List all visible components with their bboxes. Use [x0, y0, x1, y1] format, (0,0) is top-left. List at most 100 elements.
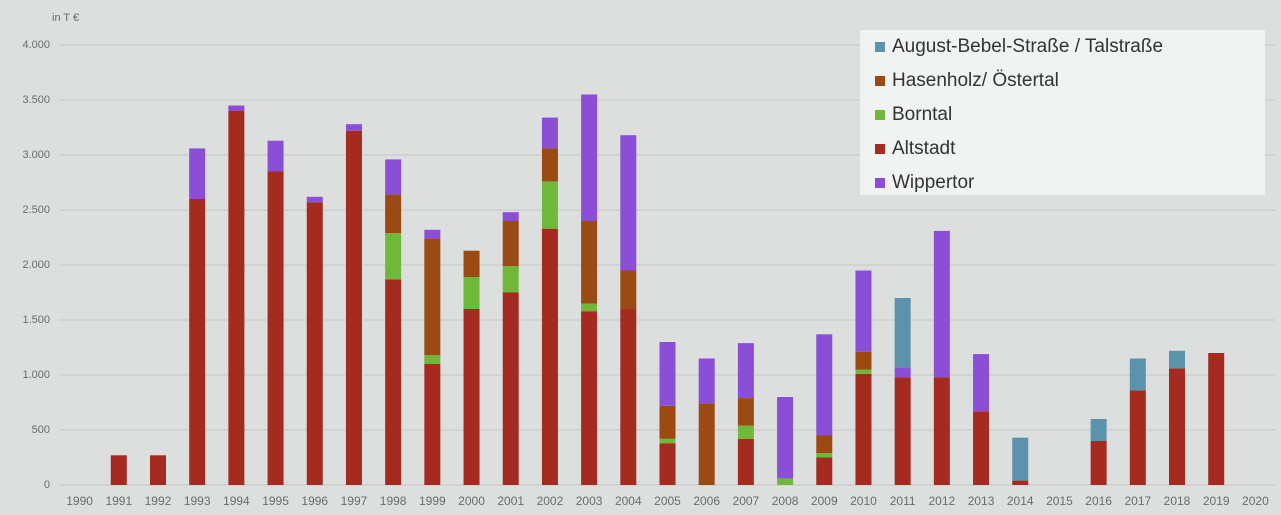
bar-segment — [502, 292, 519, 485]
x-tick-label: 2018 — [1164, 494, 1191, 508]
legend-box — [860, 30, 1265, 195]
legend-swatch — [875, 76, 885, 86]
bar-segment — [189, 148, 206, 199]
legend-label: Altstadt — [892, 138, 956, 159]
x-tick-label: 2001 — [497, 494, 524, 508]
x-tick-label: 1996 — [301, 494, 328, 508]
bar-segment — [424, 355, 441, 364]
x-tick-label: 2007 — [733, 494, 760, 508]
bar-segment — [463, 309, 480, 485]
legend-swatch — [875, 178, 885, 188]
bar-segment — [228, 105, 245, 111]
bar-segment — [541, 117, 558, 149]
bar-segment — [973, 354, 990, 412]
bar-segment — [149, 455, 166, 485]
x-tick-label: 2002 — [537, 494, 564, 508]
x-tick-label: 1997 — [341, 494, 368, 508]
bar-segment — [541, 148, 558, 182]
legend-label: Hasenholz/ Östertal — [892, 70, 1059, 91]
legend-swatch — [875, 144, 885, 154]
bar-segment — [385, 279, 402, 485]
legend-label: Wippertor — [892, 172, 975, 193]
legend-label: Borntal — [892, 104, 952, 125]
y-tick-label: 500 — [32, 424, 50, 436]
bar-segment — [777, 397, 794, 479]
y-axis-label: in T € — [52, 12, 79, 24]
bar-segment — [698, 358, 715, 404]
x-tick-label: 2000 — [458, 494, 485, 508]
bar-segment — [424, 364, 441, 485]
x-tick-label: 2010 — [850, 494, 877, 508]
bar-segment — [855, 270, 872, 352]
bar-segment — [502, 266, 519, 293]
bar-segment — [463, 250, 480, 278]
bar-segment — [581, 94, 598, 221]
bar-segment — [816, 435, 833, 454]
bar-segment — [659, 405, 676, 439]
bar-segment — [189, 199, 206, 485]
bar-segment — [345, 124, 362, 131]
x-tick-label: 2004 — [615, 494, 642, 508]
x-tick-label: 2006 — [693, 494, 720, 508]
bar-segment — [1090, 441, 1107, 485]
bar-segment — [816, 453, 833, 458]
y-tick-label: 1.000 — [22, 369, 50, 381]
bar-segment — [816, 334, 833, 436]
bar-segment — [620, 270, 637, 309]
legend-label: August-Bebel-Straße / Talstraße — [892, 36, 1163, 57]
x-tick-label: 1994 — [223, 494, 250, 508]
bar-segment — [933, 377, 950, 485]
y-tick-label: 0 — [44, 479, 50, 491]
bar-segment — [855, 373, 872, 485]
bar-segment — [581, 221, 598, 304]
legend-swatch — [875, 42, 885, 52]
bar-segment — [306, 196, 323, 203]
y-tick-label: 2.000 — [22, 259, 50, 271]
x-tick-label: 2009 — [811, 494, 838, 508]
bar-segment — [659, 443, 676, 485]
bar-segment — [894, 377, 911, 485]
bar-segment — [1090, 419, 1107, 441]
bar-segment — [228, 111, 245, 485]
x-tick-label: 2020 — [1242, 494, 1269, 508]
bar-segment — [737, 343, 754, 399]
bar-segment — [1169, 350, 1186, 369]
bar-segment — [659, 342, 676, 406]
bar-segment — [502, 212, 519, 221]
x-tick-label: 1993 — [184, 494, 211, 508]
bar-segment — [463, 277, 480, 309]
bar-segment — [1012, 480, 1029, 485]
x-tick-label: 1995 — [262, 494, 289, 508]
bar-segment — [1129, 390, 1146, 485]
bar-segment — [385, 233, 402, 280]
bar-segment — [659, 438, 676, 444]
bar-segment — [385, 159, 402, 195]
bar-segment — [933, 230, 950, 378]
bar-segment — [698, 403, 715, 485]
y-tick-label: 4.000 — [22, 39, 50, 51]
bar-segment — [737, 398, 754, 426]
x-tick-label: 2017 — [1124, 494, 1151, 508]
bar-segment — [737, 425, 754, 439]
x-tick-label: 2012 — [929, 494, 956, 508]
x-tick-label: 1992 — [145, 494, 172, 508]
bar-segment — [737, 438, 754, 485]
x-tick-label: 2003 — [576, 494, 603, 508]
bar-segment — [894, 367, 911, 378]
x-tick-label: 2005 — [654, 494, 681, 508]
bar-segment — [816, 457, 833, 485]
bar-segment — [1169, 368, 1186, 485]
bar-segment — [424, 238, 441, 356]
bar-segment — [345, 130, 362, 486]
bar-segment — [855, 369, 872, 374]
x-tick-label: 2019 — [1203, 494, 1230, 508]
bar-segment — [620, 135, 637, 271]
x-tick-label: 2011 — [890, 494, 916, 508]
y-tick-label: 1.500 — [22, 314, 50, 326]
bar-segment — [110, 455, 127, 485]
x-tick-label: 2014 — [1007, 494, 1034, 508]
bar-segment — [1208, 353, 1225, 485]
bar-segment — [581, 311, 598, 485]
y-tick-label: 3.000 — [22, 149, 50, 161]
